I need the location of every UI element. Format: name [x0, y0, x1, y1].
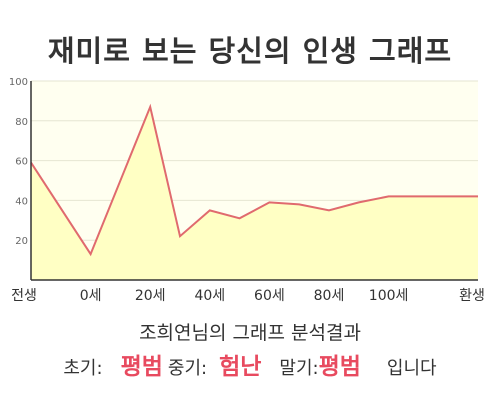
y-tick-label: 60 [15, 157, 28, 168]
x-tick-label: 60세 [254, 288, 285, 304]
axes [30, 81, 478, 281]
life-graph-line [30, 103, 478, 257]
life-graph-area [31, 106, 478, 281]
x-tick-label: 20세 [135, 288, 166, 304]
late-value: 평범 [318, 354, 361, 380]
y-tick-label: 100 [9, 77, 28, 88]
early-label: 초기: [63, 358, 103, 379]
life-graph-chart: 20 40 60 80 100 전생 0세 20세 40세 60세 80세 100세 환생 [9, 77, 485, 304]
x-tick-label: 전생 [11, 288, 37, 304]
x-axis-ticks: 전생 0세 20세 40세 60세 80세 100세 환생 [11, 288, 485, 304]
x-tick-label: 0세 [80, 288, 102, 304]
y-axis-ticks: 20 40 60 80 100 [9, 77, 28, 247]
early-value: 평범 [120, 354, 163, 380]
x-tick-label: 40세 [194, 288, 225, 304]
x-tick-label: 100세 [369, 288, 409, 304]
middle-label: 중기: [167, 358, 208, 379]
chart-title: 재미로 보는 당신의 인생 그래프 [47, 34, 453, 68]
analysis-heading: 조희연님의 그래프 분석결과 [139, 322, 361, 344]
y-tick-label: 40 [15, 196, 28, 207]
ending-text: 입니다 [386, 358, 437, 379]
middle-value: 험난 [219, 354, 262, 380]
y-tick-label: 20 [15, 236, 28, 247]
late-label: 말기: [279, 358, 319, 379]
x-tick-label: 환생 [459, 288, 485, 304]
y-tick-label: 80 [15, 117, 28, 128]
analysis-summary: 초기: 평범 중기: 험난 말기: 평범 입니다 [0, 347, 500, 380]
x-tick-label: 80세 [314, 288, 345, 304]
